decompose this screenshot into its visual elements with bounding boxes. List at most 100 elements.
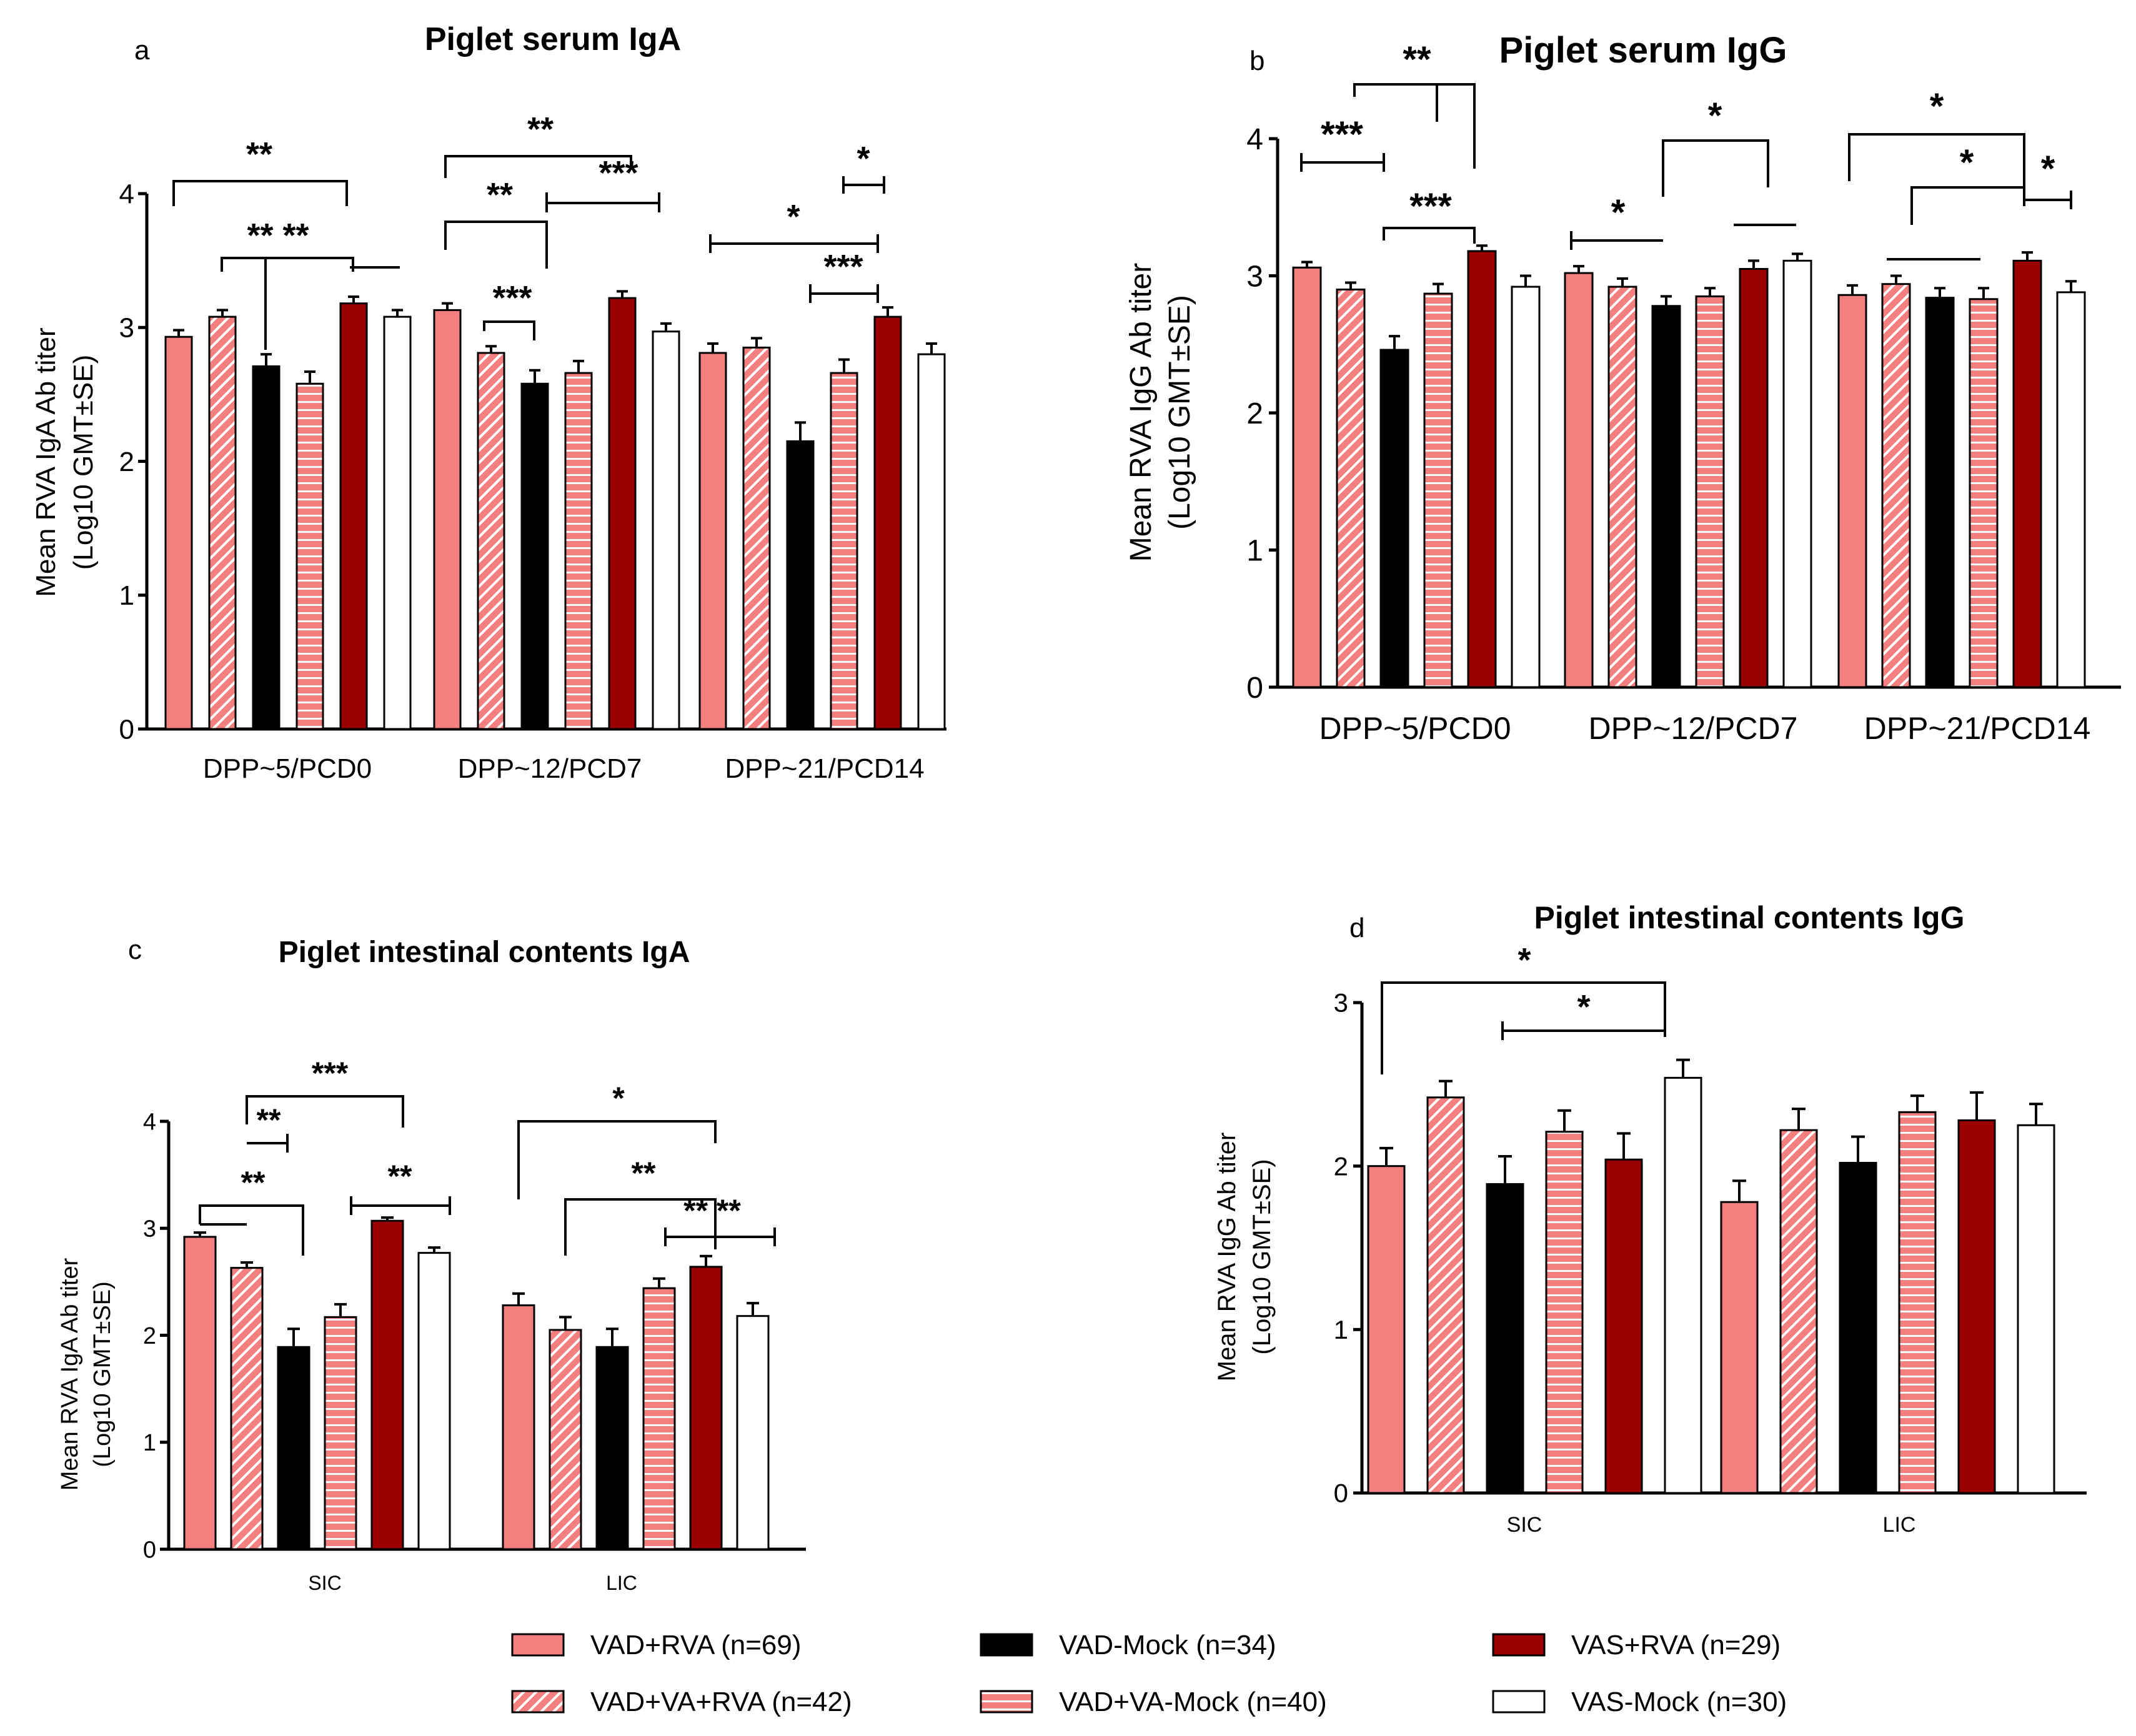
bar-vad-va-mock — [1970, 299, 1997, 687]
panel-c-significance — [200, 1096, 775, 1256]
bar-vad-mock — [1652, 306, 1680, 687]
sig-bracket — [1912, 187, 2024, 225]
y-tick-label: 0 — [1246, 672, 1263, 705]
bar-vad-rva — [503, 1306, 534, 1549]
y-tick-label: 2 — [119, 447, 134, 477]
bar-vas-rva — [1606, 1159, 1642, 1493]
bar-vad-mock — [253, 366, 279, 729]
bar-vas-rva — [1468, 251, 1496, 687]
legend-label: VAD+VA+RVA (n=42) — [590, 1687, 852, 1717]
bar-vad-va-mock — [643, 1288, 675, 1549]
y-tick-label: 0 — [143, 1537, 156, 1563]
sig-label: * — [1930, 86, 1944, 127]
y-tick-label: 3 — [1334, 988, 1348, 1018]
sig-label: ** ** — [683, 1193, 741, 1228]
x-category-label: DPP~21/PCD14 — [1864, 711, 2091, 746]
y-tick-label: 3 — [1246, 260, 1263, 293]
bar-vas-mock — [737, 1316, 768, 1549]
bar-vas-rva — [690, 1267, 722, 1549]
y-tick-label: 2 — [1334, 1151, 1348, 1181]
sig-label: * — [1518, 941, 1531, 979]
bar-vad-va-rva — [231, 1268, 262, 1549]
x-category-label: SIC — [308, 1572, 341, 1594]
panel-letter-a: a — [134, 35, 150, 66]
y-tick-label: 3 — [119, 313, 134, 344]
y-tick-label: 1 — [143, 1430, 156, 1456]
legend-swatch — [1493, 1634, 1544, 1655]
y-tick-label: 4 — [119, 179, 134, 209]
bar-vas-rva — [1740, 269, 1767, 687]
bar-vad-mock — [278, 1347, 309, 1549]
legend-label: VAD-Mock (n=34) — [1059, 1630, 1276, 1660]
bar-vad-rva — [1368, 1166, 1404, 1493]
bar-vad-va-rva — [478, 353, 504, 729]
bar-vad-mock — [787, 441, 813, 729]
bar-vad-rva — [1721, 1202, 1757, 1493]
panel-d-significance — [1382, 983, 1665, 1074]
bar-vad-va-rva — [1882, 284, 1910, 687]
panel-a-ylabel: Mean RVA IgA Ab titer (Log10 GMT±SE) — [31, 327, 99, 597]
x-category-label: DPP~21/PCD14 — [725, 753, 924, 784]
panel-b-significance — [1301, 84, 2071, 259]
bar-vad-va-mock — [297, 384, 323, 729]
y-tick-label: 1 — [1334, 1315, 1348, 1344]
legend-swatch — [512, 1691, 564, 1712]
bar-vad-va-rva — [1781, 1130, 1817, 1493]
sig-label: *** — [312, 1056, 349, 1091]
bar-vad-rva — [184, 1237, 216, 1549]
bar-vad-va-mock — [1424, 294, 1452, 687]
panel-letter-c: c — [128, 935, 142, 965]
bar-vas-rva — [372, 1221, 403, 1549]
bar-vad-va-rva — [1428, 1098, 1464, 1493]
x-category-label: LIC — [1883, 1513, 1916, 1537]
legend-swatch — [1493, 1691, 1544, 1712]
sig-label: ** — [388, 1159, 412, 1194]
panel-a-chart: 0 1 2 3 4 DPP~5/PCD0 DPP~12/PCD7 DPP~21/PCD14 — [119, 179, 946, 784]
x-category-label: DPP~12/PCD7 — [1589, 711, 1798, 746]
panel-b-ylabel: Mean RVA IgG Ab titer (Log10 GMT±SE) — [1125, 263, 1196, 562]
sig-bracket — [351, 1196, 450, 1215]
panel-c-ylabel-line2: (Log10 GMT±SE) — [89, 1281, 116, 1467]
bar-vad-mock — [522, 384, 548, 729]
y-tick-label: 0 — [119, 714, 134, 745]
bar-vad-va-rva — [209, 317, 236, 729]
bar-vad-va-rva — [1337, 289, 1364, 687]
sig-label: * — [2041, 149, 2055, 189]
y-tick-label: 1 — [1246, 534, 1263, 567]
panel-a-ylabel-line2: (Log10 GMT±SE) — [68, 355, 99, 570]
bar-vad-rva — [700, 353, 726, 729]
bar-vad-rva — [1293, 267, 1321, 687]
sig-bracket — [665, 1228, 775, 1246]
panel-c-title: Piglet intestinal contents IgA — [279, 936, 690, 969]
sig-label: ** — [487, 176, 513, 214]
panel-c-star-labels: *** ** ** ** * ** ** ** — [241, 1056, 742, 1228]
panel-d-title: Piglet intestinal contents IgG — [1534, 900, 1965, 935]
sig-bracket — [445, 222, 547, 269]
panel-letter-b: b — [1249, 46, 1264, 76]
panel-a-star-labels: ** ** ** ** *** ** *** * * *** — [246, 111, 870, 317]
sig-bracket — [1354, 84, 1474, 169]
panel-d-ylabel-line2: (Log10 GMT±SE) — [1248, 1159, 1276, 1354]
sig-label: ** — [1403, 39, 1431, 80]
sig-label: ** — [527, 111, 554, 148]
sig-bracket — [1382, 983, 1665, 1074]
bar-vas-mock — [384, 317, 410, 729]
bar-vas-mock — [1784, 260, 1811, 687]
bar-vad-mock — [1381, 350, 1408, 687]
bar-vad-va-mock — [1899, 1112, 1935, 1493]
bar-vas-rva — [1959, 1120, 1995, 1493]
y-tick-label: 1 — [119, 580, 134, 611]
x-category-label: LIC — [606, 1572, 637, 1594]
bar-vad-rva — [1839, 295, 1866, 687]
sig-label: *** — [823, 248, 863, 285]
bar-vas-mock — [2018, 1125, 2054, 1493]
legend-swatch — [512, 1634, 564, 1655]
bar-vad-va-mock — [831, 373, 857, 729]
x-category-label: DPP~5/PCD0 — [1319, 711, 1511, 746]
bar-vas-mock — [653, 332, 679, 729]
sig-bracket — [174, 181, 347, 206]
sig-label: *** — [1409, 186, 1452, 227]
sig-bracket — [1301, 153, 1384, 172]
sig-label: * — [1611, 192, 1626, 233]
bar-vad-mock — [1840, 1163, 1876, 1493]
